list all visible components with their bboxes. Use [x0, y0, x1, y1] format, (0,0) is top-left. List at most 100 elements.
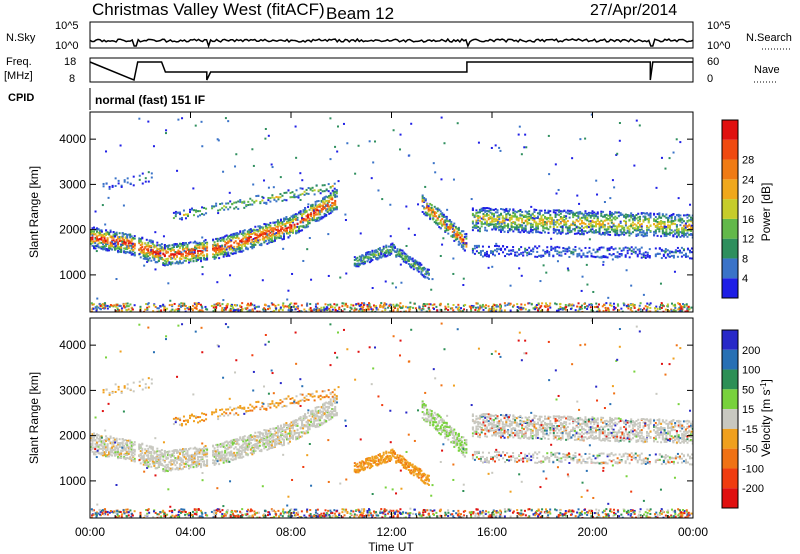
power-cell	[496, 244, 499, 247]
power-cell	[624, 217, 627, 220]
power-cell	[299, 193, 302, 196]
power-cell	[524, 219, 527, 222]
power-cell	[204, 257, 207, 260]
power-cell	[201, 247, 204, 250]
power-cell	[270, 229, 273, 232]
power-cell	[507, 230, 510, 233]
power-cell	[528, 253, 531, 256]
power-cell	[174, 251, 177, 254]
power-cell	[204, 305, 207, 308]
power-cell	[579, 222, 582, 225]
power-cell	[681, 221, 684, 224]
power-cell	[243, 243, 246, 246]
power-cell	[278, 234, 281, 237]
power-cell	[642, 234, 645, 237]
power-cell	[191, 250, 194, 253]
power-cell	[424, 198, 427, 201]
power-cell	[659, 307, 662, 310]
power-cell	[681, 218, 684, 221]
power-cell	[559, 210, 562, 213]
power-cell	[630, 252, 633, 255]
power-cell	[115, 244, 118, 247]
power-cell	[538, 209, 541, 212]
power-cell	[240, 244, 243, 247]
power-cell	[534, 308, 537, 311]
power-cell	[263, 179, 266, 182]
power-cell	[287, 226, 290, 229]
power-cell	[484, 221, 487, 224]
power-cell	[195, 258, 198, 261]
power-cell	[194, 241, 197, 244]
power-cell	[177, 250, 180, 253]
power-cell	[494, 218, 497, 221]
power-cell	[354, 308, 357, 311]
power-cell	[151, 250, 154, 253]
power-cell	[296, 218, 299, 221]
power-cell	[480, 306, 483, 309]
power-cell	[600, 256, 603, 259]
power-cell	[181, 248, 184, 251]
power-cell	[117, 249, 120, 252]
power-cell	[552, 223, 555, 226]
power-cell	[299, 187, 302, 190]
power-cell	[427, 205, 430, 208]
power-cell	[285, 227, 288, 230]
power-cell	[173, 302, 176, 305]
power-cell	[223, 205, 226, 208]
power-cell	[406, 255, 409, 258]
power-cell	[194, 256, 197, 259]
power-cell	[174, 262, 177, 265]
power-cell	[100, 236, 103, 239]
power-cell	[268, 307, 271, 310]
power-cell	[255, 199, 258, 202]
power-cell	[635, 229, 638, 232]
power-cell	[264, 223, 267, 226]
power-cell	[177, 244, 180, 247]
power-cell	[201, 310, 204, 312]
power-cell	[626, 246, 629, 249]
power-cell	[421, 267, 424, 270]
power-cell	[253, 304, 256, 307]
power-cell	[610, 214, 613, 217]
power-cell	[439, 254, 442, 257]
power-cell	[105, 182, 108, 185]
power-cell	[305, 188, 308, 191]
power-cell	[517, 210, 520, 213]
power-cell	[239, 230, 242, 233]
power-cell	[609, 302, 612, 305]
power-cell	[477, 244, 480, 247]
power-cell	[120, 239, 123, 242]
power-cell	[457, 306, 460, 309]
power-cell	[141, 237, 144, 240]
power-cell	[519, 217, 522, 220]
power-cell	[582, 216, 585, 219]
power-cell	[250, 309, 253, 312]
power-cell	[91, 230, 94, 233]
power-cell	[276, 222, 279, 225]
power-cell	[301, 192, 304, 195]
power-cell	[283, 198, 286, 201]
power-cell	[219, 304, 222, 307]
power-cell	[175, 260, 178, 263]
power-cell	[452, 224, 455, 227]
power-cell	[142, 254, 145, 257]
power-cell	[489, 211, 492, 214]
power-cell	[92, 303, 95, 306]
power-cell	[531, 213, 534, 216]
power-cell	[103, 237, 106, 240]
power-cell	[288, 223, 291, 226]
power-cell	[646, 234, 649, 237]
power-cell	[426, 271, 429, 274]
power-cell	[635, 214, 638, 217]
power-cell	[421, 200, 424, 203]
power-cell	[521, 218, 524, 221]
power-cell	[100, 241, 103, 244]
power-cell	[489, 310, 492, 312]
power-cell	[448, 227, 451, 230]
power-cell	[217, 209, 220, 212]
power-cell	[310, 204, 313, 207]
power-cell	[111, 185, 114, 188]
power-cell	[405, 256, 408, 259]
power-cell	[120, 243, 123, 246]
power-cell	[469, 306, 472, 309]
